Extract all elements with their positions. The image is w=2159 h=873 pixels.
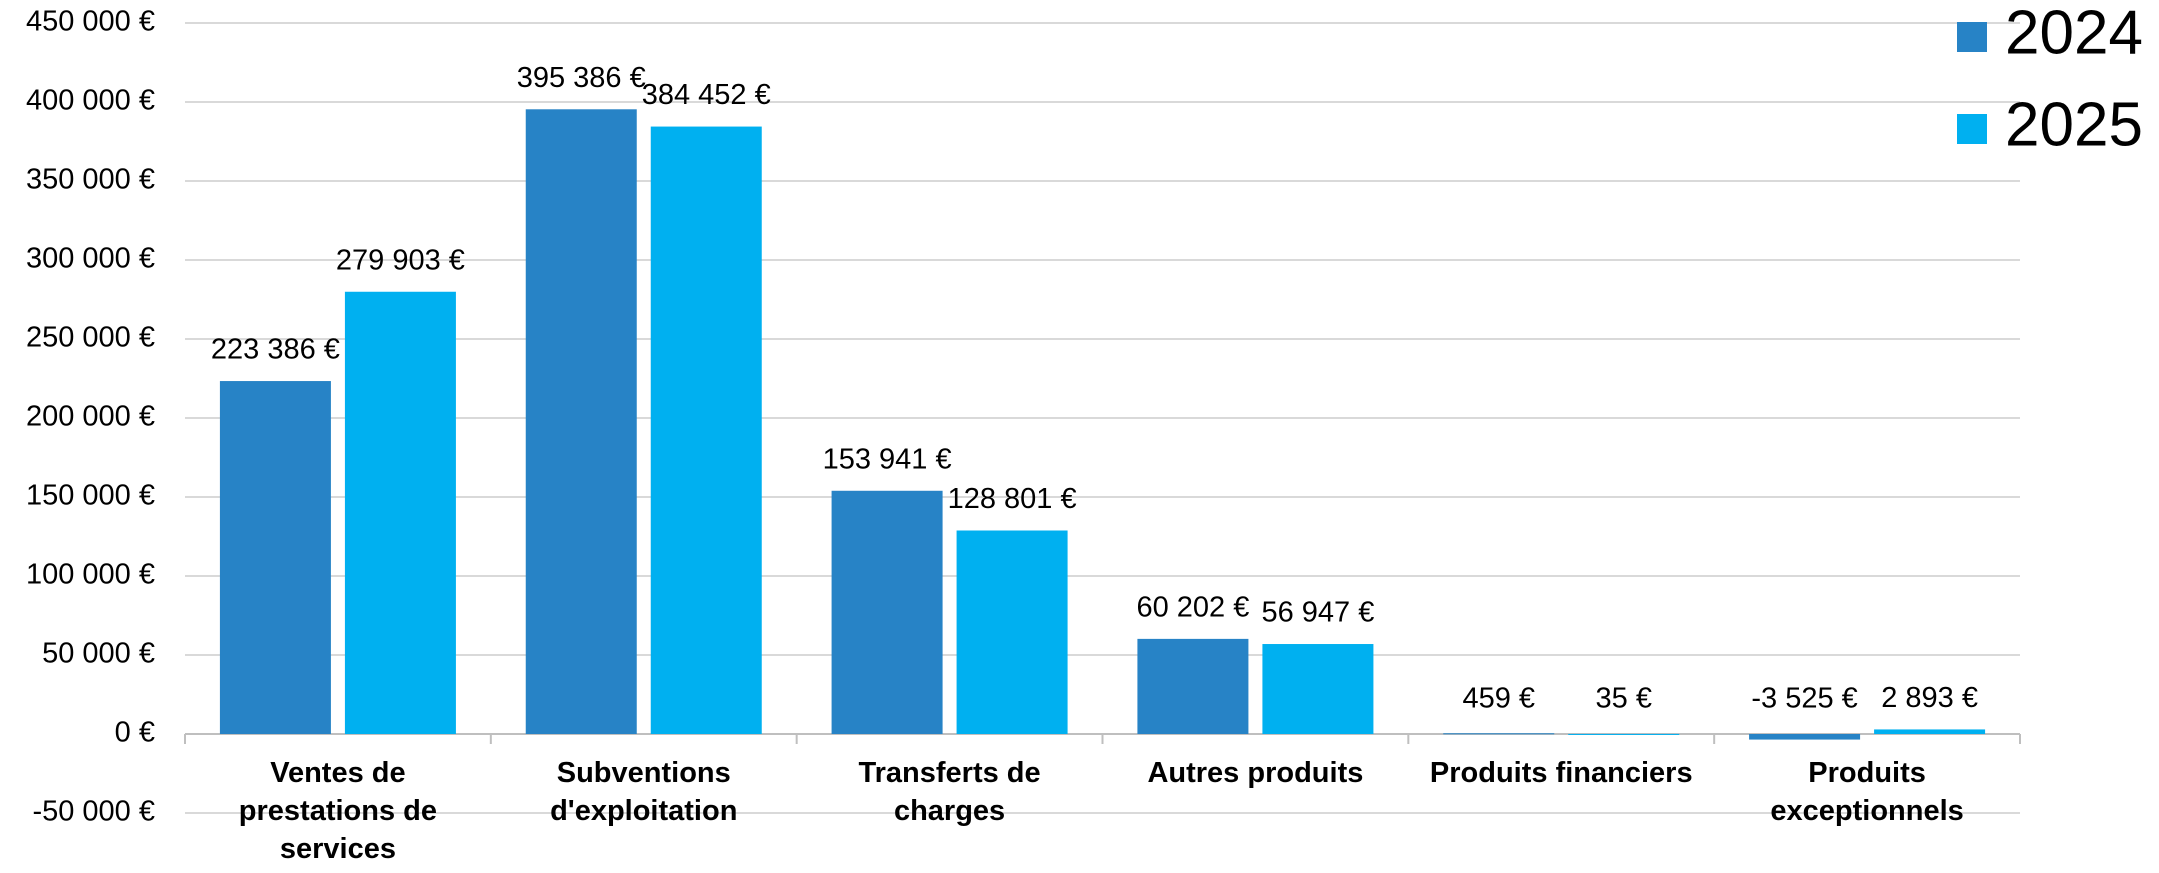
x-tick-label: Produits exceptionnels [1770,757,1964,827]
y-tick-label: 0 € [115,717,155,749]
legend-label: 2024 [2005,0,2143,67]
y-tick-label: 250 000 € [26,322,155,354]
y-tick-label: 450 000 € [26,6,155,38]
data-label: 384 452 € [642,79,771,111]
y-tick-label: 400 000 € [26,85,155,117]
y-tick-label: -50 000 € [32,796,155,828]
data-label: 35 € [1596,683,1652,715]
bar [831,490,943,734]
y-tick-label: 150 000 € [26,480,155,512]
data-label: 56 947 € [1261,597,1374,629]
bar [1137,638,1249,734]
x-tick-label: Transferts de charges [858,757,1041,827]
y-tick-label: 300 000 € [26,243,155,275]
data-label: 2 893 € [1881,682,1978,714]
x-tick-label: Ventes de prestations de services [238,757,438,865]
bar [1568,733,1680,735]
data-label: 60 202 € [1136,592,1249,624]
legend-swatch [1957,22,1987,52]
bar [956,530,1068,734]
x-tick-label: Subventions d'exploitation [550,757,738,827]
bar [1749,734,1861,740]
bar [1443,733,1555,735]
data-label: 153 941 € [823,443,952,475]
data-label: 459 € [1462,683,1535,715]
y-tick-label: 50 000 € [42,638,155,670]
data-label: -3 525 € [1751,683,1857,715]
bar [650,126,762,734]
data-label: 223 386 € [211,334,340,366]
y-tick-label: 100 000 € [26,559,155,591]
bar [1262,644,1374,734]
bar [1874,729,1986,734]
y-tick-label: 350 000 € [26,164,155,196]
bar [344,291,456,734]
x-tick-label: Produits financiers [1429,757,1693,789]
y-tick-label: 200 000 € [26,401,155,433]
bar [219,381,331,734]
data-label: 279 903 € [336,244,465,276]
legend-swatch [1957,114,1987,144]
x-tick-label: Autres produits [1147,757,1364,789]
bar [525,109,637,735]
legend-label: 2025 [2005,90,2143,159]
data-label: 395 386 € [517,62,646,94]
data-label: 128 801 € [948,483,1077,515]
